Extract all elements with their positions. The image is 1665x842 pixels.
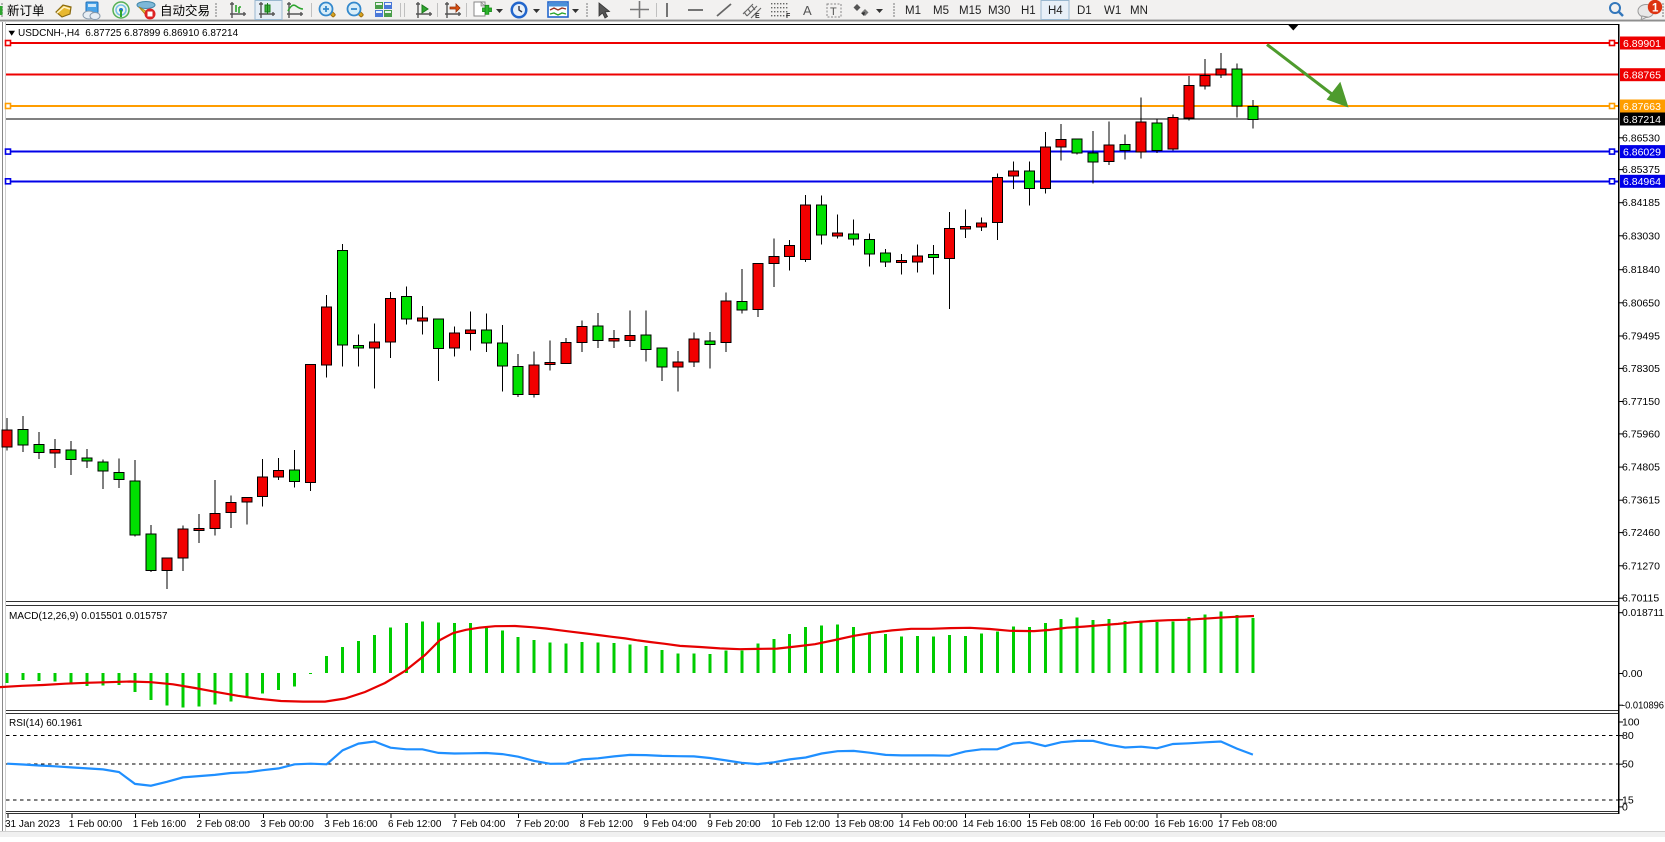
svg-text:M1: M1 — [905, 5, 921, 17]
svg-text:6.88765: 6.88765 — [1623, 70, 1661, 82]
svg-text:80: 80 — [1622, 730, 1634, 742]
svg-text:0.00: 0.00 — [1622, 668, 1643, 680]
svg-text:15: 15 — [1622, 794, 1634, 806]
svg-text:15 Feb 08:00: 15 Feb 08:00 — [1026, 819, 1085, 830]
svg-text:31 Jan 2023: 31 Jan 2023 — [5, 819, 60, 830]
svg-text:6.70115: 6.70115 — [1622, 593, 1659, 605]
svg-text:13 Feb 08:00: 13 Feb 08:00 — [835, 819, 894, 830]
svg-text:10 Feb 12:00: 10 Feb 12:00 — [771, 819, 830, 830]
svg-text:6.84185: 6.84185 — [1622, 197, 1660, 209]
svg-text:6.89901: 6.89901 — [1623, 38, 1661, 50]
svg-text:8 Feb 12:00: 8 Feb 12:00 — [580, 819, 634, 830]
svg-text:M5: M5 — [933, 5, 949, 17]
svg-text:6.74805: 6.74805 — [1622, 462, 1660, 474]
svg-text:6.77150: 6.77150 — [1622, 396, 1660, 408]
svg-text:MN: MN — [1130, 5, 1148, 17]
svg-text:50: 50 — [1622, 759, 1634, 771]
svg-text:6.83030: 6.83030 — [1622, 230, 1660, 242]
svg-text:6.81840: 6.81840 — [1622, 264, 1660, 276]
svg-text:E: E — [755, 13, 760, 20]
svg-text:1 Feb 16:00: 1 Feb 16:00 — [133, 819, 187, 830]
svg-text:0: 0 — [1622, 801, 1628, 813]
svg-text:6.80650: 6.80650 — [1622, 297, 1660, 309]
svg-text:6.84964: 6.84964 — [1623, 176, 1661, 188]
svg-text:F: F — [786, 13, 791, 20]
svg-text:6.72460: 6.72460 — [1622, 527, 1660, 539]
svg-text:-0.010896: -0.010896 — [1622, 700, 1664, 712]
svg-text:M30: M30 — [988, 5, 1010, 17]
svg-text:6 Feb 12:00: 6 Feb 12:00 — [388, 819, 442, 830]
svg-text:1 Feb 00:00: 1 Feb 00:00 — [69, 819, 123, 830]
svg-text:6.86530: 6.86530 — [1622, 132, 1660, 144]
svg-text:RSI(14) 60.1961: RSI(14) 60.1961 — [9, 718, 83, 729]
svg-text:6.78305: 6.78305 — [1622, 363, 1660, 375]
svg-text:14 Feb 00:00: 14 Feb 00:00 — [899, 819, 958, 830]
svg-text:6.79495: 6.79495 — [1622, 331, 1660, 343]
svg-text:14 Feb 16:00: 14 Feb 16:00 — [963, 819, 1022, 830]
svg-text:7 Feb 20:00: 7 Feb 20:00 — [516, 819, 570, 830]
svg-text:D1: D1 — [1077, 5, 1092, 17]
svg-text:6.71270: 6.71270 — [1622, 560, 1660, 572]
svg-text:6.85375: 6.85375 — [1622, 164, 1660, 176]
svg-text:16 Feb 00:00: 16 Feb 00:00 — [1090, 819, 1149, 830]
svg-text:9 Feb 20:00: 9 Feb 20:00 — [707, 819, 761, 830]
svg-text:17 Feb 08:00: 17 Feb 08:00 — [1218, 819, 1277, 830]
svg-text:MACD(12,26,9) 0.015501 0.01575: MACD(12,26,9) 0.015501 0.015757 — [9, 611, 168, 622]
svg-text:3 Feb 16:00: 3 Feb 16:00 — [324, 819, 378, 830]
svg-text:1: 1 — [1652, 3, 1659, 15]
svg-text:6.73615: 6.73615 — [1622, 495, 1660, 507]
svg-text:H1: H1 — [1021, 5, 1036, 17]
svg-text:T: T — [830, 6, 837, 18]
svg-text:6.87214: 6.87214 — [1623, 114, 1661, 126]
svg-text:7 Feb 04:00: 7 Feb 04:00 — [452, 819, 506, 830]
svg-text:3 Feb 00:00: 3 Feb 00:00 — [260, 819, 314, 830]
svg-text:H4: H4 — [1048, 5, 1063, 17]
svg-text:自动交易: 自动交易 — [160, 3, 210, 18]
svg-text:6.75960: 6.75960 — [1622, 428, 1660, 440]
svg-text:W1: W1 — [1104, 5, 1121, 17]
svg-text:6.87663: 6.87663 — [1623, 101, 1661, 113]
svg-text:新订单: 新订单 — [7, 3, 45, 18]
svg-text:2 Feb 08:00: 2 Feb 08:00 — [197, 819, 251, 830]
svg-text:6.86029: 6.86029 — [1623, 146, 1661, 158]
svg-text:USDCNH-,H4 6.87725 6.87899 6.: USDCNH-,H4 6.87725 6.87899 6.86910 6.872… — [18, 28, 239, 39]
svg-text:16 Feb 16:00: 16 Feb 16:00 — [1154, 819, 1213, 830]
svg-text:9 Feb 04:00: 9 Feb 04:00 — [643, 819, 697, 830]
svg-text:M15: M15 — [959, 5, 981, 17]
svg-text:A: A — [803, 3, 812, 18]
svg-text:100: 100 — [1622, 717, 1640, 729]
svg-text:0.018711: 0.018711 — [1622, 607, 1664, 619]
